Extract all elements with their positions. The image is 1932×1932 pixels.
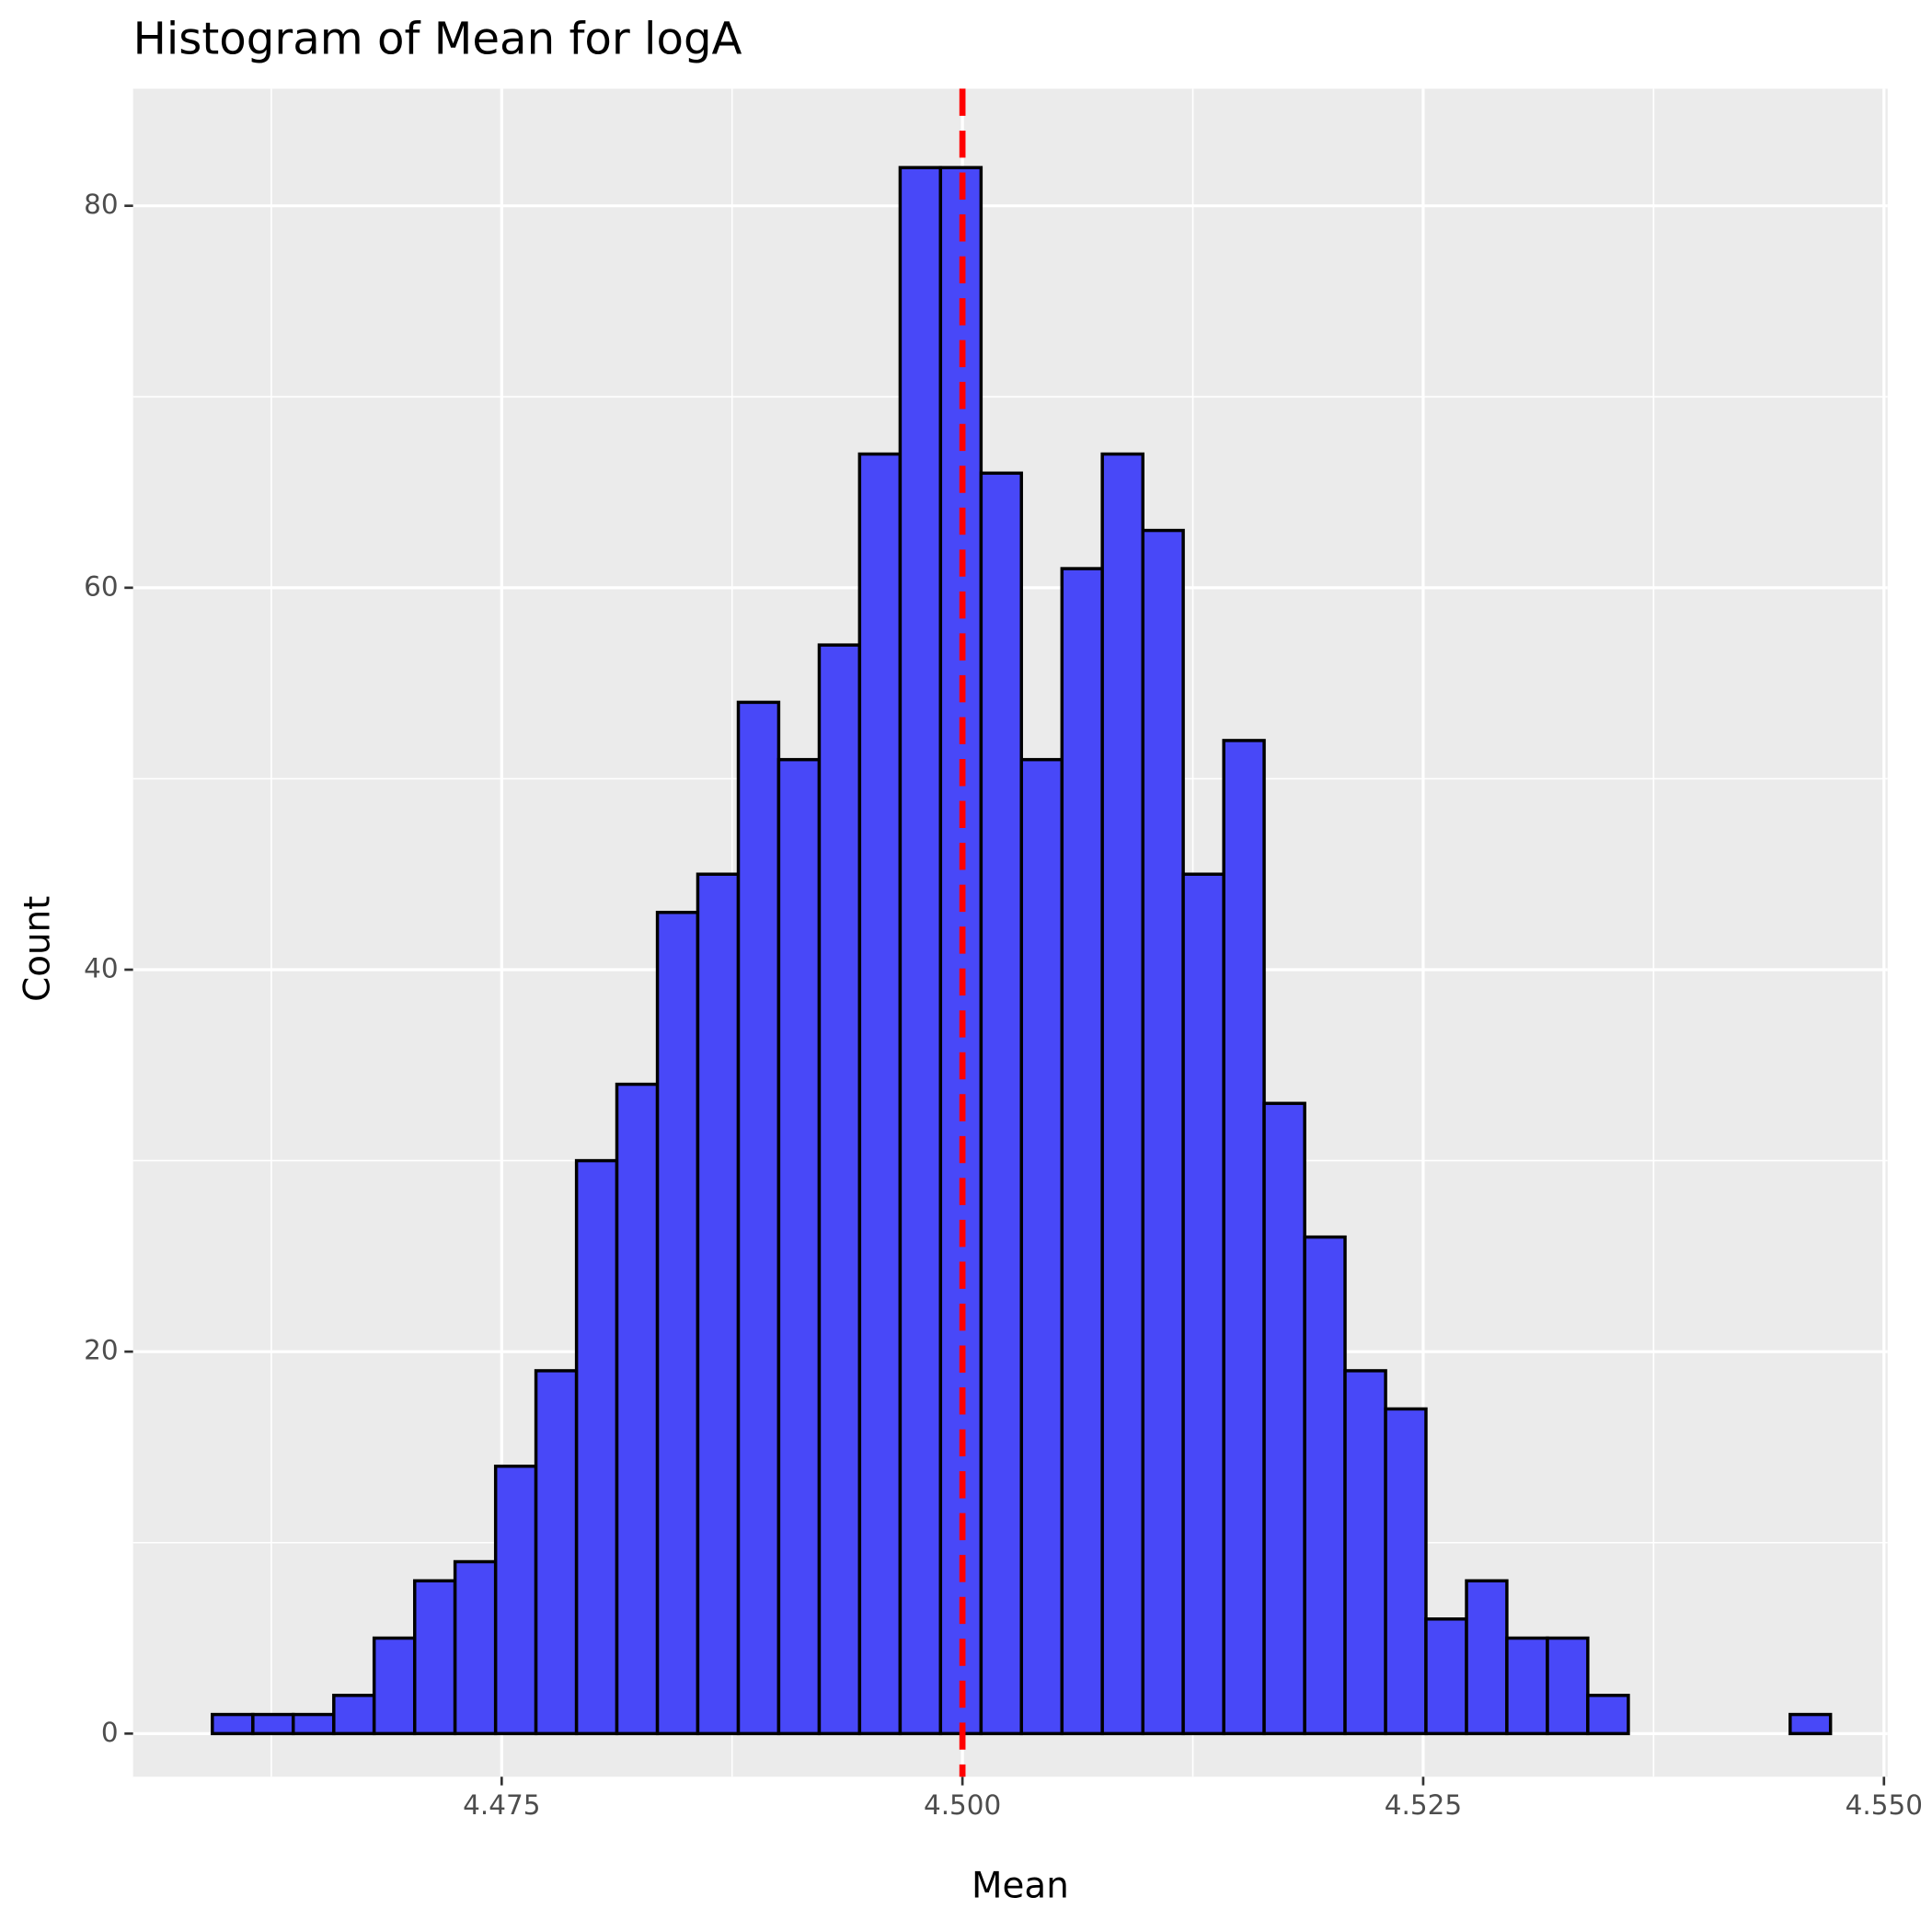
bar xyxy=(1141,528,1185,1736)
bar xyxy=(979,471,1023,1736)
x-tick-label: 4.500 xyxy=(924,1789,1001,1821)
y-tick-label: 60 xyxy=(84,570,118,602)
y-tick-label: 20 xyxy=(84,1335,118,1366)
bar xyxy=(1424,1617,1468,1736)
bar xyxy=(817,643,862,1736)
bar xyxy=(453,1559,498,1736)
y-tick-label: 80 xyxy=(84,189,118,220)
bar xyxy=(372,1636,417,1736)
bar xyxy=(1060,567,1104,1736)
bar xyxy=(1262,1101,1306,1736)
x-tick-label: 4.475 xyxy=(463,1789,540,1821)
bar xyxy=(736,700,781,1736)
bar xyxy=(1181,872,1225,1736)
bar xyxy=(211,1712,255,1736)
y-axis-title: Count xyxy=(17,896,58,1002)
bar xyxy=(1019,757,1064,1736)
bar xyxy=(1222,739,1266,1736)
bar xyxy=(898,166,943,1736)
bar xyxy=(1384,1407,1428,1736)
bar xyxy=(655,910,700,1736)
bar xyxy=(291,1712,336,1736)
bar xyxy=(1546,1636,1590,1736)
bar xyxy=(1343,1369,1387,1736)
bar xyxy=(251,1712,295,1736)
chart-title: Histogram of Mean for logA xyxy=(133,14,742,65)
y-tick-label: 0 xyxy=(101,1717,119,1748)
bar xyxy=(1788,1712,1833,1736)
x-tick-label: 4.550 xyxy=(1846,1789,1923,1821)
bar xyxy=(574,1158,619,1736)
bar xyxy=(493,1464,538,1736)
bar xyxy=(1505,1636,1549,1736)
bar xyxy=(1303,1235,1347,1736)
bar xyxy=(332,1694,376,1736)
bar xyxy=(615,1082,660,1736)
bar xyxy=(1465,1579,1509,1736)
bar xyxy=(534,1369,579,1736)
bar xyxy=(696,872,741,1736)
bar xyxy=(857,452,903,1736)
y-tick-label: 40 xyxy=(84,953,118,984)
bar xyxy=(776,757,822,1736)
bar xyxy=(1586,1694,1630,1736)
bar xyxy=(1100,452,1144,1736)
bar xyxy=(413,1579,457,1736)
x-axis-title: Mean xyxy=(972,1865,1069,1906)
x-tick-label: 4.525 xyxy=(1385,1789,1462,1821)
